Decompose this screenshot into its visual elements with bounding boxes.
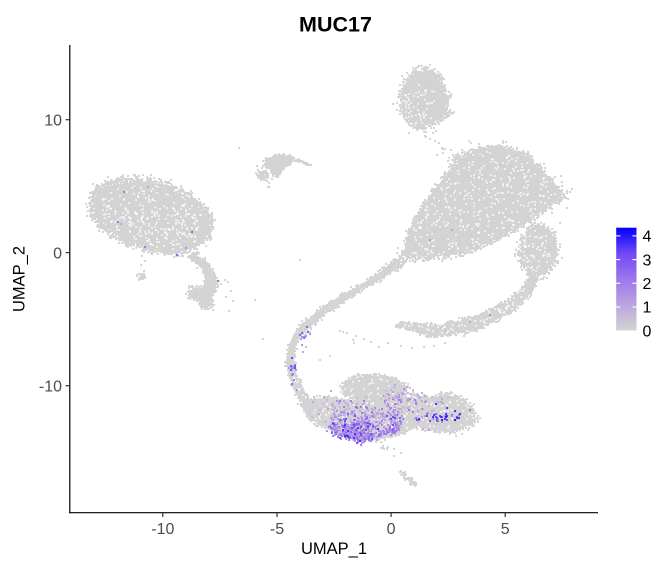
svg-text:0: 0 — [643, 323, 652, 340]
svg-text:4: 4 — [643, 229, 652, 246]
svg-text:-10: -10 — [151, 521, 174, 538]
svg-text:5: 5 — [501, 521, 510, 538]
svg-text:3: 3 — [643, 252, 652, 269]
svg-text:0: 0 — [387, 521, 396, 538]
svg-text:2: 2 — [643, 276, 652, 293]
svg-text:0: 0 — [53, 245, 62, 262]
svg-text:-10: -10 — [39, 378, 62, 395]
svg-text:MUC17: MUC17 — [299, 13, 372, 37]
svg-text:-5: -5 — [270, 521, 284, 538]
svg-text:1: 1 — [643, 300, 652, 317]
svg-text:10: 10 — [44, 112, 62, 129]
svg-text:UMAP_1: UMAP_1 — [301, 540, 367, 558]
svg-text:UMAP_2: UMAP_2 — [11, 246, 29, 312]
